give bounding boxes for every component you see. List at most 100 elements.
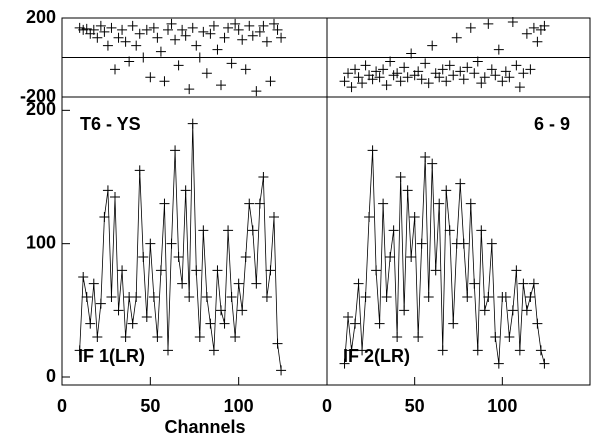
phase-point — [399, 62, 410, 73]
amplitude-point — [469, 278, 480, 289]
amplitude-point — [102, 185, 113, 196]
amplitude-point — [402, 185, 413, 196]
amplitude-point — [444, 225, 455, 236]
phase-point — [276, 32, 287, 43]
amplitude-point — [511, 265, 522, 276]
amplitude-point — [476, 225, 487, 236]
amplitude-point — [261, 292, 272, 302]
phase-point — [483, 18, 494, 29]
phase-point — [423, 78, 434, 89]
phase-point — [106, 22, 117, 33]
amplitude-point — [95, 298, 106, 309]
phase-point — [95, 20, 106, 31]
phase-point — [134, 28, 145, 39]
amplitude-point — [276, 365, 287, 376]
amplitude-point — [357, 345, 368, 356]
phase-point — [219, 32, 230, 43]
phase-point — [184, 84, 195, 95]
amplitude-point — [74, 345, 85, 356]
phase-point — [120, 36, 131, 47]
amplitude-point — [269, 212, 279, 222]
amplitude-point — [155, 265, 166, 276]
phase-point — [469, 68, 480, 79]
phase-point — [170, 34, 181, 45]
phase-point — [187, 22, 198, 33]
amplitude-point — [127, 318, 138, 329]
amplitude-point — [416, 238, 427, 249]
amplitude-point — [184, 292, 195, 302]
amplitude-point — [247, 225, 258, 236]
amplitude-point — [385, 252, 396, 262]
amplitude-point — [465, 198, 476, 209]
phase-point — [247, 30, 258, 41]
amplitude-point — [507, 305, 518, 316]
amplitude-point — [201, 292, 212, 302]
amplitude-tick-label: 100 — [26, 232, 56, 252]
phase-point — [343, 68, 354, 79]
amplitude-point — [212, 265, 223, 276]
phase-point — [437, 64, 448, 75]
amplitude-point — [381, 292, 392, 302]
phase-point — [532, 36, 543, 47]
phase-point — [102, 40, 113, 51]
phase-point — [434, 72, 445, 83]
x-tick-label: 50 — [140, 396, 160, 416]
phase-point — [117, 24, 128, 35]
phase-point — [223, 22, 234, 33]
amplitude-point — [427, 158, 438, 169]
amplitude-tick-label: 200 — [26, 99, 56, 119]
phase-point — [465, 22, 476, 33]
amplitude-point — [106, 292, 117, 302]
phase-point — [521, 28, 532, 39]
phase-point — [511, 60, 522, 71]
phase-point — [159, 76, 170, 87]
panel-title: T6 - YS — [80, 114, 141, 134]
phase-point — [458, 74, 469, 85]
amplitude-point — [152, 332, 163, 342]
phase-point — [476, 78, 487, 89]
phase-point — [451, 32, 462, 43]
phase-point — [479, 72, 490, 83]
phase-point — [272, 24, 283, 35]
phase-point — [507, 16, 518, 27]
phase-point — [237, 34, 248, 45]
phase-point — [381, 80, 392, 91]
amplitude-point — [272, 338, 283, 349]
phase-point — [141, 24, 152, 35]
phase-point — [261, 36, 272, 47]
amplitude-point — [346, 345, 357, 356]
amplitude-point — [528, 278, 539, 289]
phase-point — [99, 26, 110, 37]
amplitude-point — [434, 198, 445, 209]
amplitude-point — [113, 305, 124, 316]
amplitude-point — [364, 212, 375, 222]
amplitude-point — [353, 278, 364, 289]
amplitude-point — [525, 292, 536, 302]
amplitude-point — [521, 305, 532, 316]
amplitude-point — [191, 265, 202, 276]
amplitude-point — [173, 252, 184, 262]
phase-tick-label: -200 — [20, 86, 56, 106]
phase-point — [528, 22, 539, 33]
amplitude-point — [92, 332, 103, 342]
amplitude-point — [81, 292, 92, 302]
amplitude-point — [430, 265, 441, 276]
phase-point — [357, 78, 368, 89]
amplitude-point — [145, 238, 156, 249]
amplitude-point — [170, 145, 181, 156]
amplitude-point — [535, 345, 546, 356]
phase-point — [230, 18, 241, 29]
phase-tick-label: 200 — [26, 7, 56, 27]
amplitude-point — [367, 145, 378, 156]
phase-point — [205, 28, 216, 39]
amplitude-point — [166, 238, 177, 249]
amplitude-point — [437, 345, 448, 356]
amplitude-point — [350, 318, 361, 329]
amplitude-point — [420, 152, 431, 162]
phase-point — [395, 76, 406, 87]
phase-point — [269, 18, 279, 29]
phase-point — [131, 40, 142, 51]
phase-point — [525, 64, 536, 75]
phase-point — [124, 56, 135, 67]
amplitude-point — [163, 345, 173, 356]
